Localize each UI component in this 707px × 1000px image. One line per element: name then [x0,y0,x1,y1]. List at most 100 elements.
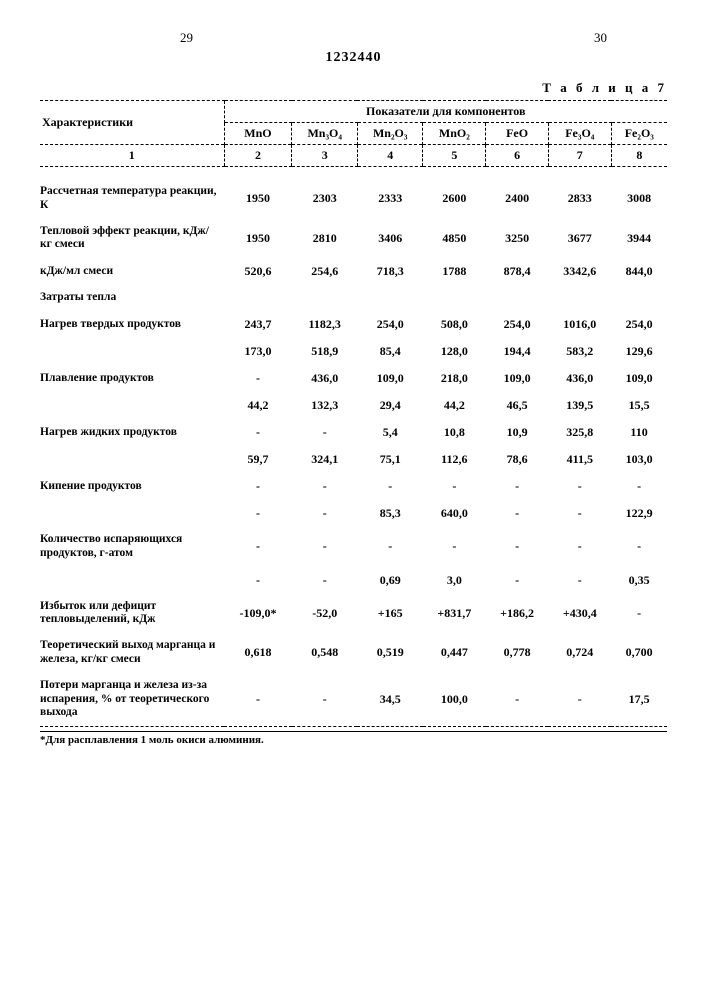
cell: - [292,567,358,594]
row-label: Нагрев жидких продуктов [40,419,224,446]
cell: - [224,567,292,594]
cell: 2833 [548,179,611,219]
row-label: Тепловой эффект реакции, кДж/кг смеси [40,219,224,259]
cell: 583,2 [548,338,611,365]
cell: 0,724 [548,633,611,673]
cell: - [292,473,358,500]
table-row: Рассчетная температура реакции, К1950230… [40,179,667,219]
cell: 1950 [224,179,292,219]
col-head: Mn₃O₄ [292,123,358,145]
page-left: 29 [180,30,193,46]
cell: +186,2 [486,594,549,634]
cell: 4850 [423,219,486,259]
cell: +165 [357,594,423,634]
cell: - [357,527,423,567]
cell: - [292,527,358,567]
cell: - [224,473,292,500]
table-label: Т а б л и ц а 7 [40,80,667,96]
cell: 325,8 [548,419,611,446]
cell: 3677 [548,219,611,259]
cell: 254,6 [292,258,358,285]
cell: 122,9 [611,500,667,527]
cell: 0,700 [611,633,667,673]
cell: 128,0 [423,338,486,365]
col-head: Fe₃O₄ [548,123,611,145]
cell: 3250 [486,219,549,259]
col-head: Mn₂O₃ [357,123,423,145]
cell: - [611,594,667,634]
cell: 85,4 [357,338,423,365]
page-right: 30 [594,30,607,46]
row-label: Рассчетная температура реакции, К [40,179,224,219]
cell: 2400 [486,179,549,219]
row-label [40,338,224,365]
row-label [40,567,224,594]
cell: - [611,527,667,567]
cell: 112,6 [423,446,486,473]
cell: 0,519 [357,633,423,673]
cell: 78,6 [486,446,549,473]
col-num: 1 [40,145,224,167]
table-row: Нагрев жидких продуктов--5,410,810,9325,… [40,419,667,446]
cell: 436,0 [548,365,611,392]
cell: 243,7 [224,311,292,338]
cell: 518,9 [292,338,358,365]
table-row: кДж/мл смеси520,6254,6718,31788878,43342… [40,258,667,285]
cell: 2333 [357,179,423,219]
col-num: 2 [224,145,292,167]
cell: 1182,3 [292,311,358,338]
cell: 2303 [292,179,358,219]
cell: 844,0 [611,258,667,285]
col-head: FeO [486,123,549,145]
col-head: Fe₂O₃ [611,123,667,145]
cell: - [357,473,423,500]
cell: - [292,673,358,727]
table-row: 44,2132,329,444,246,5139,515,5 [40,392,667,419]
cell: 15,5 [611,392,667,419]
cell: - [548,567,611,594]
table-row: 173,0518,985,4128,0194,4583,2129,6 [40,338,667,365]
cell: - [292,419,358,446]
table-row: Количество испаряющихся продуктов, г-ато… [40,527,667,567]
cell: 10,9 [486,419,549,446]
cell: 3944 [611,219,667,259]
row-label: Избыток или дефицит тепловыделений, кДж [40,594,224,634]
cell: - [423,527,486,567]
row-label: Нагрев твердых продуктов [40,311,224,338]
col-num: 7 [548,145,611,167]
col-head-char: Характеристики [40,101,224,145]
section-blank [224,285,667,311]
cell: 109,0 [611,365,667,392]
cell: 520,6 [224,258,292,285]
cell: 3406 [357,219,423,259]
cell: 254,0 [357,311,423,338]
row-label: Потери марганца и железа из-за испарения… [40,673,224,727]
cell: 173,0 [224,338,292,365]
cell: 10,8 [423,419,486,446]
cell: 3342,6 [548,258,611,285]
col-num: 8 [611,145,667,167]
table-row: Затраты тепла [40,285,667,311]
cell: 46,5 [486,392,549,419]
row-label [40,392,224,419]
col-head-group: Показатели для компонентов [224,101,667,123]
doc-number: 1232440 [40,50,667,66]
table-row: Тепловой эффект реакции, кДж/кг смеси195… [40,219,667,259]
cell: 1016,0 [548,311,611,338]
cell: 0,778 [486,633,549,673]
cell: -52,0 [292,594,358,634]
col-num: 3 [292,145,358,167]
cell: 2600 [423,179,486,219]
table-row: Потери марганца и железа из-за испарения… [40,673,667,727]
cell: 218,0 [423,365,486,392]
cell: - [224,527,292,567]
cell: - [486,527,549,567]
cell: 3008 [611,179,667,219]
cell: 17,5 [611,673,667,727]
cell: 508,0 [423,311,486,338]
cell: - [224,673,292,727]
row-label: Затраты тепла [40,285,224,311]
cell: - [423,473,486,500]
cell: 59,7 [224,446,292,473]
col-head: MnO₂ [423,123,486,145]
